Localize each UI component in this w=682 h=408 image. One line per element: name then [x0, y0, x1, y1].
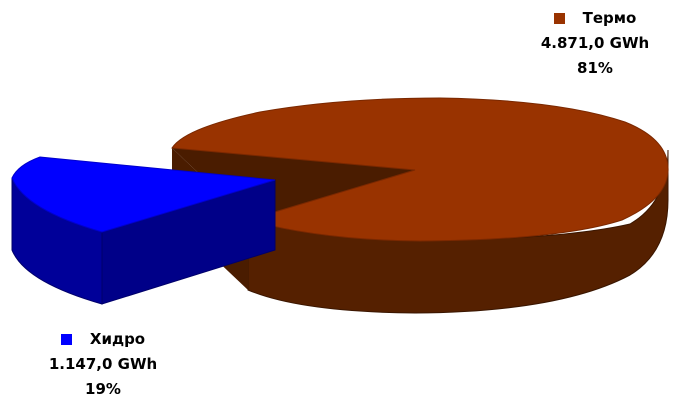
- legend-swatch-hydro: [60, 334, 72, 345]
- slice-hydro: [11, 156, 276, 305]
- slice-percent-hydro: 19%: [85, 380, 121, 398]
- slice-value-hydro: 1.147,0 GWh: [48, 355, 158, 373]
- data-label-thermo: Термо 4.871,0 GWh 81%: [520, 6, 670, 81]
- data-label-hydro: Хидро 1.147,0 GWh 19%: [28, 327, 178, 402]
- slice-label-hydro: Хидро: [89, 330, 146, 348]
- slice-label-thermo: Термо: [582, 9, 637, 27]
- slice-value-thermo: 4.871,0 GWh: [540, 34, 650, 52]
- slice-thermo-top: [171, 97, 669, 242]
- legend-swatch-thermo: [553, 13, 565, 24]
- slice-hydro-top: [11, 156, 276, 233]
- slice-percent-thermo: 81%: [577, 59, 613, 77]
